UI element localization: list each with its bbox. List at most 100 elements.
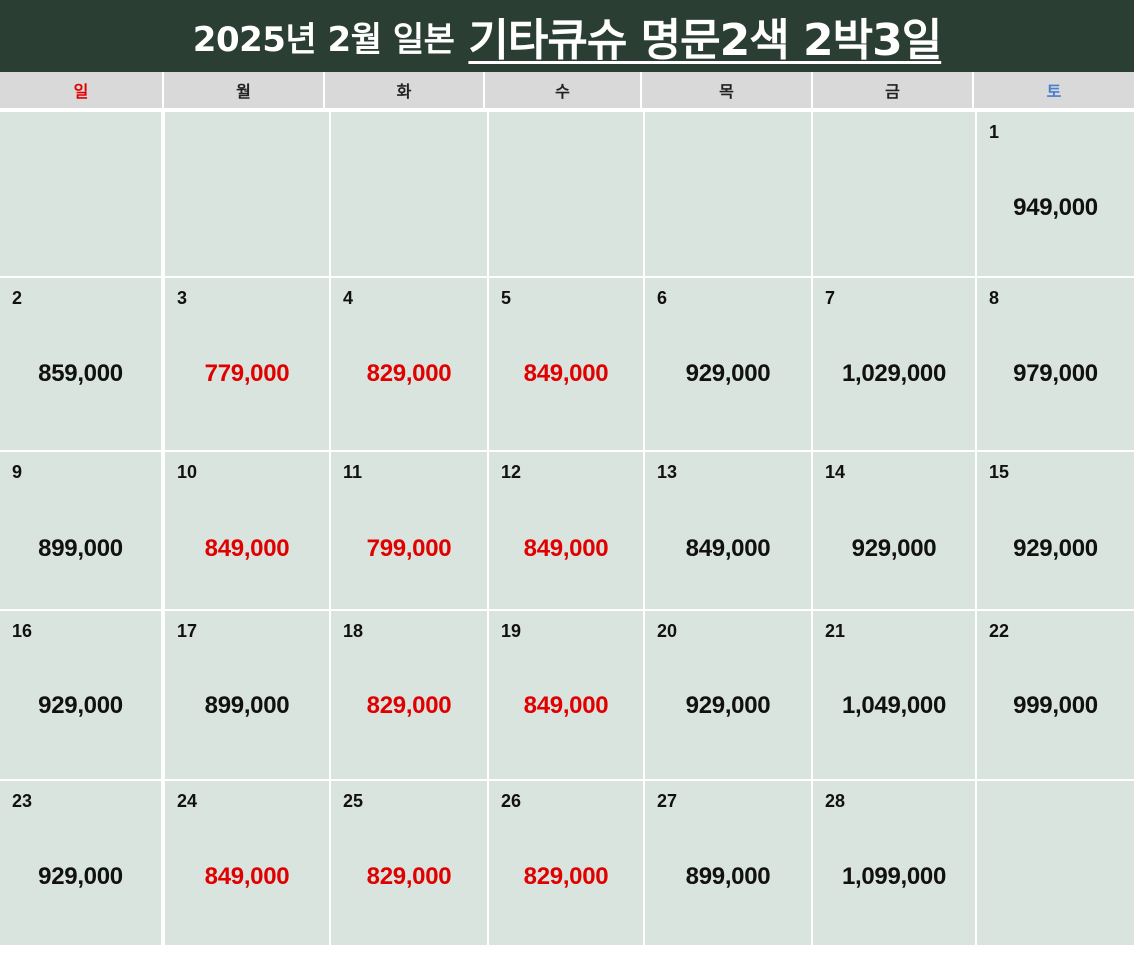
day-price: 1,099,000 <box>841 863 947 890</box>
calendar-day-16[interactable]: 16 929,000 <box>0 611 161 779</box>
weekday-tue: 화 <box>325 72 485 108</box>
day-number: 13 <box>657 462 678 482</box>
calendar-day-23[interactable]: 23 929,000 <box>0 781 161 945</box>
calendar-empty-cell <box>645 112 811 276</box>
weekday-sat: 토 <box>1046 82 1062 101</box>
calendar-day-11[interactable]: 11 799,000 <box>331 452 487 609</box>
day-number: 25 <box>343 791 364 811</box>
weekday-sun: 일 <box>0 72 164 108</box>
day-number: 6 <box>657 288 668 308</box>
calendar-day-6[interactable]: 6 929,000 <box>645 278 811 450</box>
day-price: 949,000 <box>1013 194 1098 221</box>
day-price: 999,000 <box>1013 692 1098 719</box>
calendar-day-5[interactable]: 5 849,000 <box>489 278 643 450</box>
day-number: 20 <box>657 621 678 641</box>
calendar-day-21[interactable]: 21 1,049,000 <box>813 611 975 779</box>
calendar-day-14[interactable]: 14 929,000 <box>813 452 975 609</box>
day-number: 4 <box>343 288 354 308</box>
weekday-wed: 수 <box>485 72 642 108</box>
day-number: 28 <box>825 791 846 811</box>
calendar-day-9[interactable]: 9 899,000 <box>0 452 161 609</box>
calendar-day-17[interactable]: 17 899,000 <box>165 611 329 779</box>
weekday-header-row: 일 월 화 수 목 금 토 <box>0 72 1134 108</box>
day-price: 899,000 <box>685 863 771 890</box>
calendar-day-19[interactable]: 19 849,000 <box>489 611 643 779</box>
calendar-header: 2025년 2월 일본 기타큐슈 명문2색 2박3일 <box>0 0 1134 72</box>
calendar-day-13[interactable]: 13 849,000 <box>645 452 811 609</box>
day-price: 849,000 <box>523 692 609 719</box>
day-number: 26 <box>501 791 522 811</box>
day-price: 779,000 <box>204 360 290 387</box>
day-number: 21 <box>825 621 846 641</box>
day-price: 829,000 <box>366 692 452 719</box>
day-price: 929,000 <box>685 360 771 387</box>
day-number: 10 <box>177 462 198 482</box>
day-number: 19 <box>501 621 522 641</box>
day-number: 15 <box>989 462 1010 482</box>
calendar-empty-cell <box>813 112 975 276</box>
weekday-thu: 목 <box>642 72 813 108</box>
calendar-day-7[interactable]: 7 1,029,000 <box>813 278 975 450</box>
calendar-day-2[interactable]: 2 859,000 <box>0 278 161 450</box>
day-price: 929,000 <box>1013 535 1098 562</box>
calendar-day-15[interactable]: 15 929,000 <box>977 452 1134 609</box>
calendar-day-28[interactable]: 28 1,099,000 <box>813 781 975 945</box>
day-number: 27 <box>657 791 678 811</box>
day-number: 5 <box>501 288 512 308</box>
day-number: 3 <box>177 288 188 308</box>
day-price: 979,000 <box>1013 360 1098 387</box>
day-number: 14 <box>825 462 846 482</box>
day-number: 12 <box>501 462 522 482</box>
day-price: 929,000 <box>38 863 123 890</box>
calendar-day-3[interactable]: 3 779,000 <box>165 278 329 450</box>
calendar-day-4[interactable]: 4 829,000 <box>331 278 487 450</box>
calendar-empty-cell <box>0 112 161 276</box>
calendar-day-18[interactable]: 18 829,000 <box>331 611 487 779</box>
calendar-day-1[interactable]: 1 949,000 <box>977 112 1134 276</box>
day-price: 1,029,000 <box>841 360 947 387</box>
day-price: 1,049,000 <box>841 692 947 719</box>
calendar-day-27[interactable]: 27 899,000 <box>645 781 811 945</box>
day-price: 829,000 <box>366 863 452 890</box>
day-number: 16 <box>12 621 33 641</box>
day-price: 929,000 <box>851 535 937 562</box>
calendar-day-10[interactable]: 10 849,000 <box>165 452 329 609</box>
calendar-day-25[interactable]: 25 829,000 <box>331 781 487 945</box>
calendar-empty-cell <box>331 112 487 276</box>
calendar-empty-cell <box>977 781 1134 945</box>
day-price: 849,000 <box>523 360 609 387</box>
day-price: 929,000 <box>38 692 123 719</box>
day-number: 23 <box>12 791 33 811</box>
day-price: 929,000 <box>685 692 771 719</box>
day-price: 899,000 <box>204 692 290 719</box>
day-price: 849,000 <box>685 535 771 562</box>
calendar-day-26[interactable]: 26 829,000 <box>489 781 643 945</box>
day-number: 7 <box>825 288 836 308</box>
day-price: 829,000 <box>366 360 452 387</box>
day-price: 829,000 <box>523 863 609 890</box>
day-number: 8 <box>989 288 1000 308</box>
day-number: 18 <box>343 621 364 641</box>
weekday-mon: 월 <box>164 72 325 108</box>
calendar-day-12[interactable]: 12 849,000 <box>489 452 643 609</box>
page-title: 기타큐슈 명문2색 2박3일 <box>468 15 942 66</box>
calendar-empty-cell <box>165 112 329 276</box>
day-price: 799,000 <box>366 535 452 562</box>
calendar-empty-cell <box>489 112 643 276</box>
calendar-day-24[interactable]: 24 849,000 <box>165 781 329 945</box>
day-number: 24 <box>177 791 198 811</box>
day-price: 849,000 <box>204 863 290 890</box>
day-number: 17 <box>177 621 198 641</box>
day-price: 859,000 <box>38 360 123 387</box>
calendar-day-8[interactable]: 8 979,000 <box>977 278 1134 450</box>
day-number: 11 <box>343 462 363 482</box>
day-price: 849,000 <box>523 535 609 562</box>
calendar-day-20[interactable]: 20 929,000 <box>645 611 811 779</box>
day-price: 899,000 <box>38 535 123 562</box>
calendar-day-22[interactable]: 22 999,000 <box>977 611 1134 779</box>
day-number: 1 <box>989 122 1000 142</box>
day-price: 849,000 <box>204 535 290 562</box>
weekday-fri: 금 <box>813 72 974 108</box>
day-number: 22 <box>989 621 1010 641</box>
day-number: 9 <box>12 462 23 482</box>
